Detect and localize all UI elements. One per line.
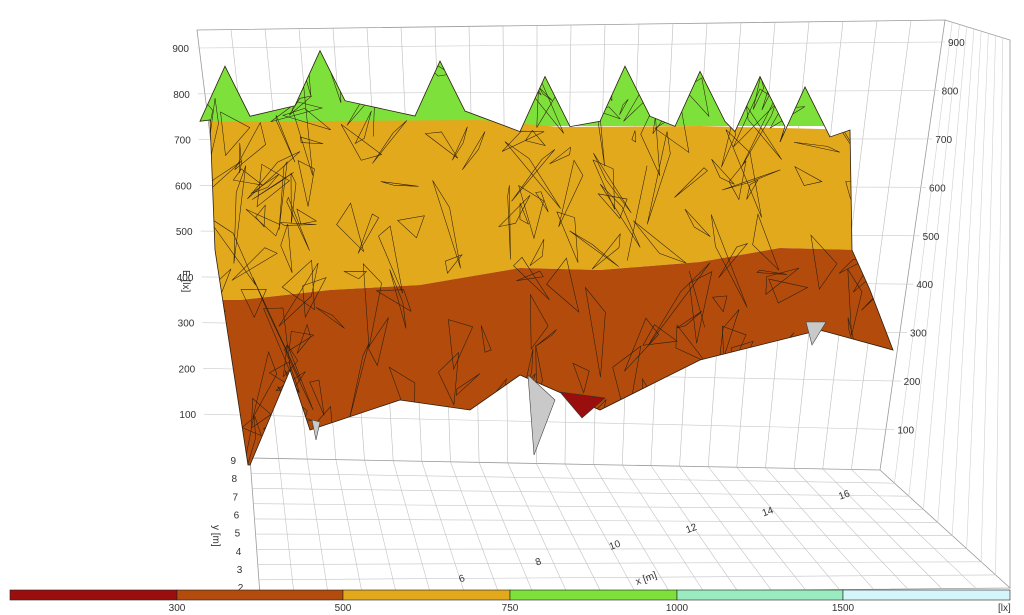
surface-mesh [199, 49, 894, 466]
color-scale-segment [176, 589, 344, 601]
x-tick-label: 16 [837, 488, 852, 502]
y-tick-label: 3 [237, 565, 243, 576]
z-tick-label-left: 800 [173, 90, 190, 101]
color-scale-label: 500 [335, 603, 352, 614]
x-tick-label: 10 [608, 538, 623, 552]
z-tick-label-left: 500 [176, 227, 193, 238]
z-tick-label-right: 700 [935, 135, 952, 146]
color-scale-segment [676, 589, 844, 601]
color-scale-segment [842, 589, 1011, 601]
z-tick-label-right: 900 [948, 38, 965, 49]
y-tick-label: 7 [233, 492, 239, 503]
y-tick-label: 9 [230, 456, 236, 467]
color-scale-segment [342, 589, 511, 601]
y-tick-label: 6 [234, 510, 240, 521]
z-tick-label-right: 800 [942, 86, 959, 97]
color-scale-label: 1000 [666, 603, 689, 614]
y-tick-label: 5 [235, 529, 241, 540]
side-wall-grid [894, 19, 1011, 588]
color-scale-segment [509, 589, 678, 601]
z-tick-label-left: 900 [172, 44, 189, 55]
z-tick-label-right: 300 [910, 329, 927, 340]
color-scale-label: 300 [169, 603, 186, 614]
y-axis-label: y [m] [210, 525, 221, 547]
z-tick-label-left: 400 [177, 273, 194, 284]
z-tick-label-right: 100 [897, 426, 914, 437]
z-tick-label-left: 700 [174, 136, 191, 147]
y-tick-label: 4 [236, 547, 242, 558]
floor-grid [249, 457, 1012, 596]
z-tick-label-right: 500 [923, 232, 940, 243]
z-axis-ticks-left: 100 200 300 400 500 600 700 800 900 [172, 44, 196, 421]
y-tick-label: 8 [231, 474, 237, 485]
color-scale-label: 1500 [832, 603, 855, 614]
z-tick-label-right: 400 [916, 280, 933, 291]
color-scale-label: 750 [502, 603, 519, 614]
z-tick-label-right: 600 [929, 183, 946, 194]
color-scale-bar: 300 500 750 1000 1500 [9, 589, 1011, 614]
x-tick-label: 12 [684, 522, 699, 536]
z-axis-ticks-right: 100 200 300 400 500 600 700 800 900 [897, 38, 965, 437]
z-tick-label-left: 200 [179, 364, 196, 375]
z-tick-label-right: 200 [904, 377, 921, 388]
z-tick-label-left: 600 [175, 181, 192, 192]
z-axis-label: E [lx] [180, 270, 191, 292]
z-tick-label-left: 100 [179, 410, 196, 421]
color-scale-unit: [lx] [998, 603, 1011, 614]
y-tick-label: 2 [238, 583, 244, 594]
y-axis-ticks: 2 3 4 5 6 7 8 9 [230, 456, 243, 594]
x-tick-label: 6 [458, 573, 467, 585]
x-tick-label: 14 [761, 505, 776, 519]
z-tick-label-left: 300 [178, 319, 195, 330]
x-tick-label: 8 [534, 556, 543, 568]
color-scale-segment [9, 589, 178, 601]
